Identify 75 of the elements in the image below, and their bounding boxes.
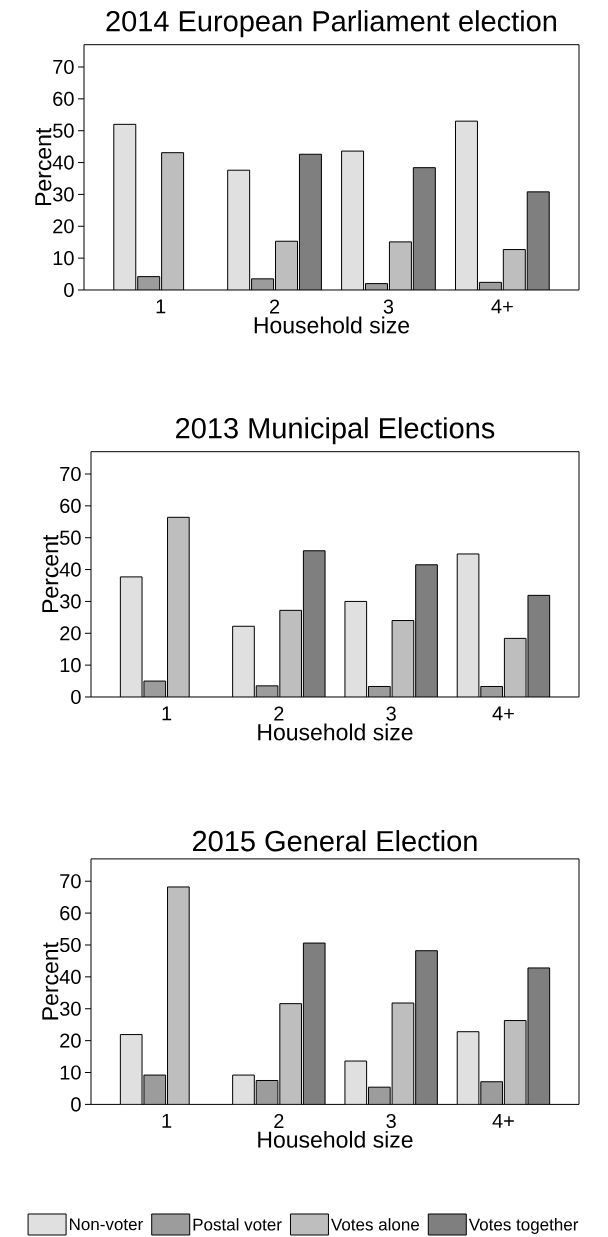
y-tick-label: 40 xyxy=(59,562,81,577)
bar xyxy=(415,950,438,1105)
x-tick-label: 1 xyxy=(162,706,172,721)
y-tick-label: 30 xyxy=(60,1001,81,1016)
x-axis-title: Household size xyxy=(258,723,413,741)
x-tick-label: 4+ xyxy=(492,1113,514,1128)
y-tick-label: 70 xyxy=(60,466,81,482)
bar xyxy=(456,553,480,697)
bar xyxy=(232,626,255,697)
y-tick-label: 70 xyxy=(60,874,81,889)
y-tick-label: 50 xyxy=(60,530,81,545)
bar xyxy=(227,169,251,290)
bar xyxy=(298,153,322,290)
bar xyxy=(303,550,326,697)
y-tick-label: 60 xyxy=(53,91,74,106)
x-tick-label: 4+ xyxy=(492,706,514,721)
y-tick-label: 20 xyxy=(60,1033,81,1048)
bar xyxy=(232,1074,255,1105)
bar xyxy=(341,150,365,290)
y-tick-label: 70 xyxy=(53,59,74,75)
chart-title: 2015 General Election xyxy=(192,830,477,852)
legend-label: Votes together xyxy=(468,1218,579,1234)
bar xyxy=(167,517,190,697)
y-axis-title: Percent xyxy=(42,942,59,1020)
bar xyxy=(526,191,550,290)
y-axis-title: Percent xyxy=(42,534,59,613)
bar xyxy=(302,942,326,1105)
y-tick-label: 10 xyxy=(53,251,74,266)
x-tick-label: 3 xyxy=(386,1113,396,1129)
x-tick-label: 3 xyxy=(386,706,396,721)
x-tick-label: 3 xyxy=(383,299,394,314)
y-tick-label: 10 xyxy=(60,658,81,673)
x-tick-label: 1 xyxy=(162,1113,172,1128)
bar xyxy=(456,1031,480,1105)
bar xyxy=(392,620,414,697)
y-tick-label: 40 xyxy=(52,155,74,170)
bar xyxy=(415,564,438,697)
bar xyxy=(527,594,551,697)
bar xyxy=(527,967,551,1105)
y-tick-label: 30 xyxy=(60,594,81,609)
y-tick-label: 50 xyxy=(53,123,74,138)
x-tick-label: 4+ xyxy=(491,299,513,314)
y-tick-label: 10 xyxy=(60,1065,81,1080)
legend-label: Votes alone xyxy=(331,1218,420,1231)
bar xyxy=(368,1086,391,1105)
x-tick-label: 2 xyxy=(274,706,284,721)
y-tick-label: 50 xyxy=(60,937,81,953)
bar xyxy=(344,601,367,697)
bar xyxy=(480,1081,503,1105)
y-axis-title: Percent xyxy=(35,127,52,206)
chart-title: 2014 European Parliament election xyxy=(106,10,557,38)
bar xyxy=(503,637,527,697)
bar xyxy=(279,610,302,697)
bar xyxy=(120,576,143,697)
bar xyxy=(412,167,436,290)
bar xyxy=(454,120,478,290)
x-tick-label: 1 xyxy=(156,299,166,314)
bar xyxy=(113,123,137,290)
chart-title: 2013 Municipal Elections xyxy=(176,417,495,445)
y-tick-label: 20 xyxy=(60,626,81,641)
y-tick-label: 60 xyxy=(60,906,81,921)
y-tick-label: 0 xyxy=(71,1097,81,1112)
y-tick-label: 60 xyxy=(60,498,81,513)
y-tick-label: 20 xyxy=(53,219,74,234)
y-tick-label: 30 xyxy=(53,187,74,202)
y-tick-label: 0 xyxy=(71,689,81,705)
y-tick-label: 40 xyxy=(59,969,81,984)
legend-label: Postal voter xyxy=(193,1218,282,1231)
y-tick-label: 0 xyxy=(64,282,74,298)
x-tick-label: 2 xyxy=(269,299,280,314)
x-tick-label: 2 xyxy=(274,1113,284,1128)
legend-label: Non-voter xyxy=(69,1218,143,1231)
x-axis-title: Household size xyxy=(258,1130,413,1148)
x-axis-title: Household size xyxy=(254,316,410,334)
bar xyxy=(119,1034,143,1105)
